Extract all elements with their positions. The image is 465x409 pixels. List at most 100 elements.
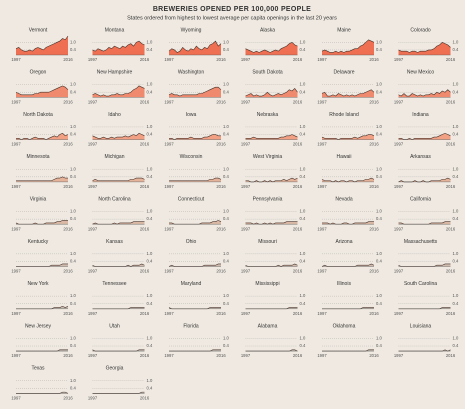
area-fill: [169, 220, 221, 225]
y-tick-label: 1.0: [223, 209, 229, 214]
panel-title: Michigan: [104, 154, 124, 160]
x-tick-label: 1997: [11, 396, 21, 401]
panel-title: Virginia: [30, 197, 47, 203]
x-tick-label: 2016: [140, 226, 150, 231]
y-tick-label: 0.4: [70, 216, 76, 221]
x-tick-label: 1997: [241, 269, 251, 274]
y-tick-label: 0.4: [223, 259, 229, 264]
y-tick-label: 1.0: [376, 251, 382, 256]
series-line: [398, 41, 451, 53]
x-tick-label: 2016: [293, 99, 303, 104]
area-fill: [169, 263, 221, 267]
x-tick-label: 1997: [11, 184, 21, 189]
y-tick-label: 0.4: [376, 132, 382, 137]
panel-title: Illinois: [337, 281, 351, 287]
x-tick-label: 2016: [140, 99, 150, 104]
x-tick-label: 1997: [241, 142, 251, 147]
y-tick-label: 1.0: [376, 293, 382, 298]
y-tick-label: 1.0: [223, 124, 229, 129]
y-tick-label: 1.0: [453, 209, 459, 214]
y-tick-label: 1.0: [376, 124, 382, 129]
x-tick-label: 2016: [293, 269, 303, 274]
x-tick-label: 2016: [63, 311, 73, 316]
x-tick-label: 2016: [63, 99, 73, 104]
x-tick-label: 2016: [446, 269, 456, 274]
area-fill: [169, 87, 221, 98]
x-tick-label: 2016: [216, 269, 226, 274]
series-line: [245, 87, 298, 97]
x-tick-label: 1997: [88, 269, 98, 274]
x-tick-label: 1997: [11, 57, 21, 62]
y-tick-label: 0.4: [453, 132, 459, 137]
y-tick-label: 1.0: [223, 293, 229, 298]
x-tick-label: 2016: [63, 57, 73, 62]
x-tick-label: 2016: [446, 226, 456, 231]
y-tick-label: 0.4: [453, 89, 459, 94]
x-tick-label: 2016: [369, 226, 379, 231]
panel-title: Ohio: [186, 239, 197, 245]
x-tick-label: 1997: [394, 311, 404, 316]
y-tick-label: 0.4: [147, 132, 153, 137]
y-tick-label: 1.0: [300, 124, 306, 129]
y-tick-label: 1.0: [223, 166, 229, 171]
x-tick-label: 2016: [216, 353, 226, 358]
area-fill: [245, 42, 298, 55]
x-tick-label: 2016: [446, 311, 456, 316]
y-tick-label: 1.0: [300, 166, 306, 171]
x-tick-label: 2016: [140, 353, 150, 358]
panel-title: Alabama: [258, 323, 278, 329]
x-tick-label: 1997: [394, 142, 404, 147]
y-tick-label: 0.4: [376, 301, 382, 306]
panel-title: Arizona: [336, 239, 353, 245]
y-tick-label: 1.0: [300, 209, 306, 214]
x-tick-label: 2016: [369, 269, 379, 274]
area-fill: [398, 42, 451, 55]
y-tick-label: 0.4: [453, 301, 459, 306]
area-fill: [398, 221, 451, 225]
x-tick-label: 1997: [241, 226, 251, 231]
y-tick-label: 0.4: [147, 301, 153, 306]
y-tick-label: 1.0: [70, 39, 76, 44]
y-tick-label: 0.4: [376, 89, 382, 94]
y-tick-label: 1.0: [300, 251, 306, 256]
panel-title: New Mexico: [407, 70, 434, 76]
panel-title: New Hampshire: [97, 70, 133, 76]
panel-title: Rhode Island: [329, 112, 359, 118]
x-tick-label: 2016: [140, 184, 150, 189]
panel-title: North Carolina: [98, 197, 130, 203]
area-fill: [245, 178, 298, 182]
x-tick-label: 1997: [11, 142, 21, 147]
series-line: [92, 40, 145, 52]
panel-title: Florida: [183, 323, 199, 329]
x-tick-label: 1997: [11, 226, 21, 231]
y-tick-label: 0.4: [453, 174, 459, 179]
panel-title: Pennsylvania: [253, 197, 283, 203]
area-fill: [245, 221, 298, 225]
x-tick-label: 2016: [63, 184, 73, 189]
x-tick-label: 2016: [140, 269, 150, 274]
area-fill: [16, 133, 68, 140]
y-tick-label: 0.4: [147, 343, 153, 348]
area-fill: [92, 307, 145, 309]
x-tick-label: 2016: [369, 311, 379, 316]
series-line: [245, 221, 298, 225]
x-tick-label: 2016: [140, 311, 150, 316]
area-fill: [16, 263, 68, 267]
area-fill: [398, 178, 451, 182]
x-tick-label: 2016: [446, 184, 456, 189]
y-tick-label: 0.4: [300, 259, 306, 264]
x-tick-label: 2016: [216, 311, 226, 316]
series-line: [398, 89, 451, 97]
y-tick-label: 1.0: [453, 82, 459, 87]
x-tick-label: 1997: [241, 353, 251, 358]
y-tick-label: 1.0: [147, 39, 153, 44]
y-tick-label: 0.4: [453, 47, 459, 52]
chart-title: BREWERIES OPENED PER 100,000 PEOPLE: [153, 6, 311, 13]
y-tick-label: 0.4: [300, 216, 306, 221]
x-tick-label: 2016: [63, 142, 73, 147]
y-tick-label: 1.0: [453, 336, 459, 341]
y-tick-label: 0.4: [70, 343, 76, 348]
panel-title: Missouri: [258, 239, 277, 245]
y-tick-label: 1.0: [376, 39, 382, 44]
area-fill: [92, 85, 145, 98]
